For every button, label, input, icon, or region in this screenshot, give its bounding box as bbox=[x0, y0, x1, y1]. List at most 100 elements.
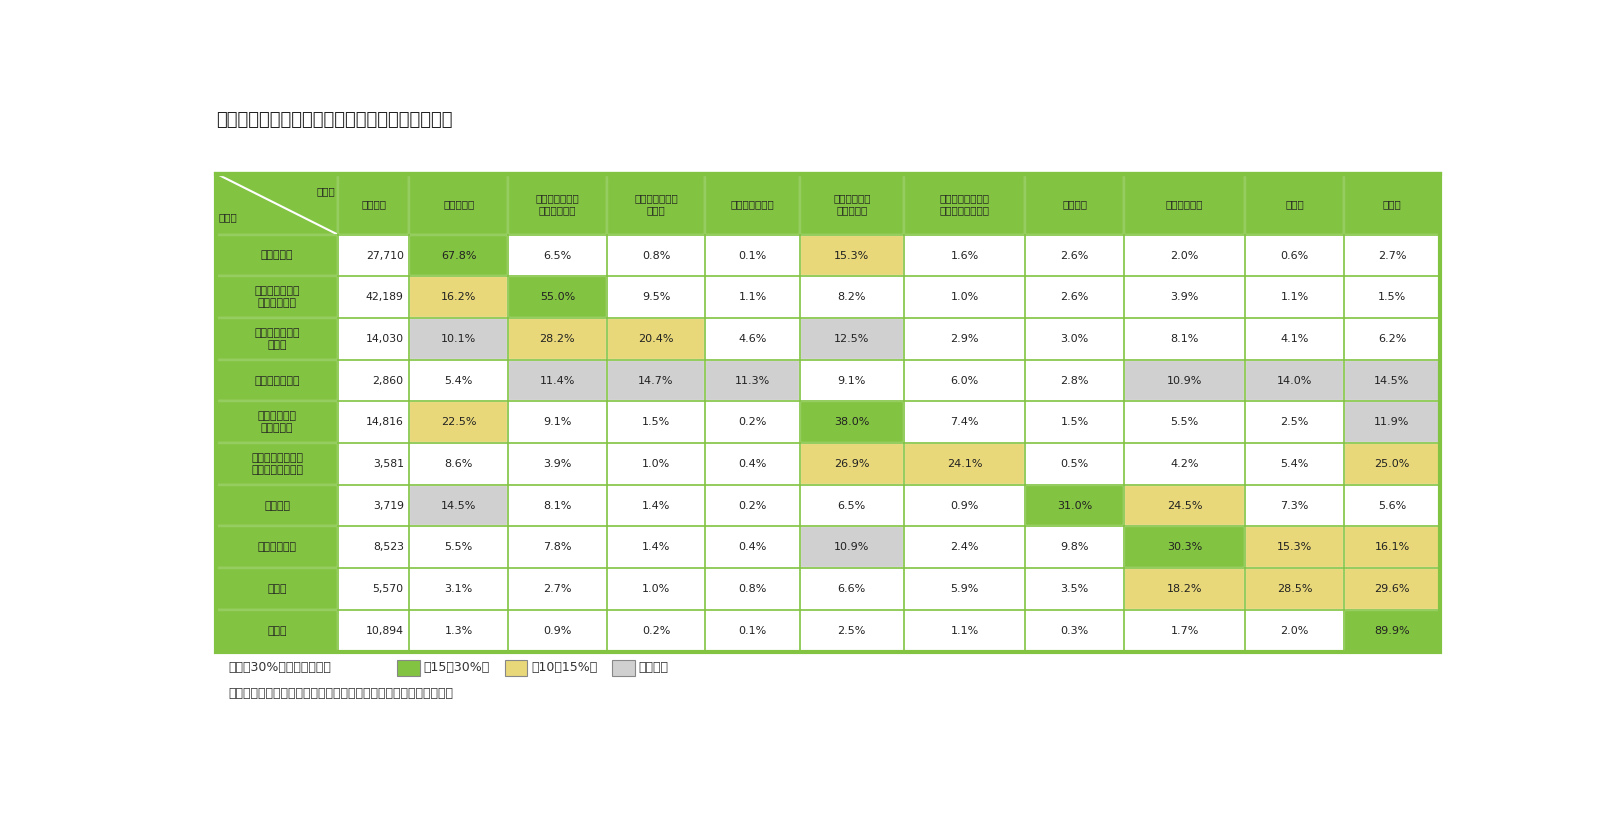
Text: 89.9%: 89.9% bbox=[1374, 626, 1410, 636]
Text: 1.0%: 1.0% bbox=[641, 584, 670, 594]
Bar bbox=[1344, 610, 1440, 651]
Bar bbox=[799, 485, 904, 526]
Bar bbox=[1124, 360, 1245, 402]
Bar bbox=[1025, 360, 1124, 402]
Text: 10.9%: 10.9% bbox=[1166, 376, 1202, 386]
Bar bbox=[507, 174, 607, 235]
Bar bbox=[904, 526, 1025, 568]
Bar bbox=[338, 277, 409, 318]
Text: 腹囲だけ: 腹囲だけ bbox=[264, 501, 290, 511]
Bar bbox=[706, 360, 799, 402]
Bar bbox=[799, 610, 904, 651]
Bar bbox=[216, 235, 338, 277]
Text: メタボ予備群: メタボ予備群 bbox=[1166, 199, 1203, 209]
Bar bbox=[607, 277, 706, 318]
Bar bbox=[338, 610, 409, 651]
Text: 2.5%: 2.5% bbox=[838, 626, 867, 636]
Text: 1.1%: 1.1% bbox=[738, 292, 767, 302]
Bar bbox=[1344, 318, 1440, 360]
Bar bbox=[706, 235, 799, 277]
Text: 0.2%: 0.2% bbox=[641, 626, 670, 636]
Bar bbox=[1245, 402, 1344, 443]
Bar bbox=[904, 568, 1025, 610]
Text: 2.8%: 2.8% bbox=[1060, 376, 1089, 386]
Bar bbox=[1025, 235, 1124, 277]
Text: 1.1%: 1.1% bbox=[1281, 292, 1308, 302]
Text: 判定不能（未受
診項目あり）: 判定不能（未受 診項目あり） bbox=[255, 287, 300, 308]
Text: 29.6%: 29.6% bbox=[1374, 584, 1410, 594]
Bar bbox=[216, 526, 338, 568]
Bar bbox=[504, 660, 527, 676]
Text: 5.6%: 5.6% bbox=[1377, 501, 1406, 511]
Bar bbox=[507, 610, 607, 651]
Bar bbox=[1245, 277, 1344, 318]
Text: 7.8%: 7.8% bbox=[543, 542, 572, 552]
Text: 3.0%: 3.0% bbox=[1060, 334, 1089, 344]
Text: 10,894: 10,894 bbox=[366, 626, 404, 636]
Text: １回目: １回目 bbox=[219, 212, 237, 222]
Text: 腹囲なしメタボ
予備群: 腹囲なしメタボ 予備群 bbox=[635, 193, 678, 215]
Bar bbox=[1245, 526, 1344, 568]
Bar bbox=[1245, 568, 1344, 610]
Text: 3.9%: 3.9% bbox=[1171, 292, 1199, 302]
Bar bbox=[607, 318, 706, 360]
Text: 27,710: 27,710 bbox=[366, 251, 404, 261]
Bar bbox=[904, 318, 1025, 360]
Text: 14.5%: 14.5% bbox=[441, 501, 477, 511]
Text: 14.0%: 14.0% bbox=[1278, 376, 1313, 386]
Bar bbox=[409, 526, 507, 568]
Text: 3.1%: 3.1% bbox=[445, 584, 474, 594]
Text: 対象者数: 対象者数 bbox=[361, 199, 387, 209]
Bar bbox=[409, 235, 507, 277]
Bar bbox=[1124, 402, 1245, 443]
Text: メタボなし: メタボなし bbox=[261, 251, 293, 261]
Text: 1.0%: 1.0% bbox=[641, 459, 670, 469]
Text: 11.4%: 11.4% bbox=[540, 376, 575, 386]
Bar bbox=[338, 443, 409, 485]
Text: 8.1%: 8.1% bbox=[543, 501, 572, 511]
Text: 6.0%: 6.0% bbox=[950, 376, 978, 386]
Bar bbox=[1025, 402, 1124, 443]
Bar bbox=[706, 277, 799, 318]
Text: 14.5%: 14.5% bbox=[1374, 376, 1410, 386]
Text: 25.0%: 25.0% bbox=[1374, 459, 1410, 469]
Text: 腹囲なしメタボ: 腹囲なしメタボ bbox=[255, 376, 300, 386]
Bar bbox=[409, 485, 507, 526]
Bar bbox=[1344, 360, 1440, 402]
Text: 2.7%: 2.7% bbox=[1377, 251, 1406, 261]
Bar bbox=[706, 568, 799, 610]
Bar bbox=[1025, 568, 1124, 610]
Text: 26.9%: 26.9% bbox=[834, 459, 870, 469]
Bar bbox=[607, 443, 706, 485]
Bar bbox=[507, 485, 607, 526]
Text: 15.3%: 15.3% bbox=[1278, 542, 1313, 552]
Text: 0.9%: 0.9% bbox=[543, 626, 572, 636]
Text: 3.9%: 3.9% bbox=[543, 459, 572, 469]
Bar bbox=[216, 277, 338, 318]
Bar bbox=[507, 568, 607, 610]
Text: 0.6%: 0.6% bbox=[1281, 251, 1308, 261]
Text: 5.5%: 5.5% bbox=[1171, 417, 1199, 427]
Text: 5.4%: 5.4% bbox=[445, 376, 474, 386]
Bar bbox=[338, 485, 409, 526]
Bar bbox=[1124, 526, 1245, 568]
Text: ５年後: ５年後 bbox=[317, 186, 335, 196]
Text: 28.2%: 28.2% bbox=[540, 334, 575, 344]
Bar bbox=[1124, 443, 1245, 485]
Bar bbox=[409, 174, 507, 235]
Text: 4.1%: 4.1% bbox=[1281, 334, 1308, 344]
Text: 20.4%: 20.4% bbox=[638, 334, 673, 344]
Bar bbox=[904, 235, 1025, 277]
Bar bbox=[409, 610, 507, 651]
Bar bbox=[799, 360, 904, 402]
Bar bbox=[706, 318, 799, 360]
Bar bbox=[607, 526, 706, 568]
Bar bbox=[706, 526, 799, 568]
Bar bbox=[216, 318, 338, 360]
Text: 9.1%: 9.1% bbox=[543, 417, 572, 427]
Text: 16.1%: 16.1% bbox=[1374, 542, 1410, 552]
Text: 0.2%: 0.2% bbox=[738, 501, 767, 511]
Bar bbox=[607, 610, 706, 651]
Text: 2.6%: 2.6% bbox=[1060, 292, 1089, 302]
Bar bbox=[904, 610, 1025, 651]
